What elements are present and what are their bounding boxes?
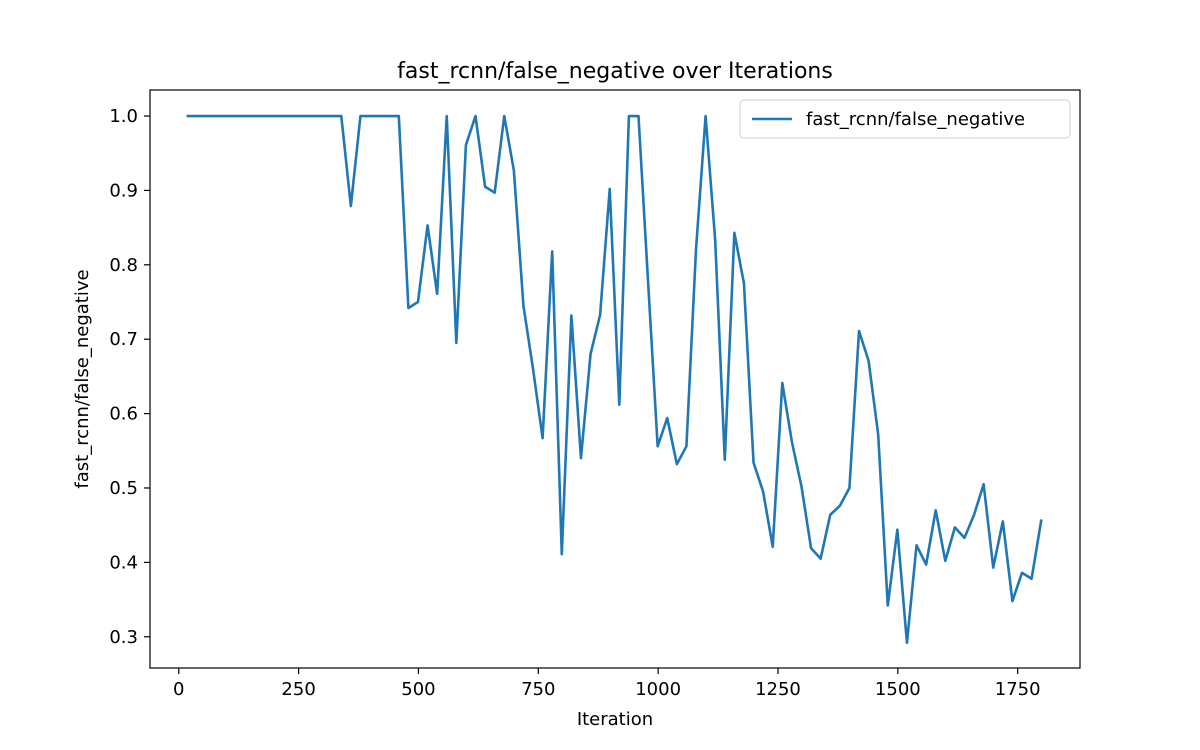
y-tick-label: 0.7 bbox=[109, 329, 138, 350]
x-axis-label: Iteration bbox=[577, 709, 653, 730]
x-tick-label: 250 bbox=[281, 679, 315, 700]
y-tick-label: 1.0 bbox=[109, 106, 138, 127]
y-axis-ticks: 0.3 0.4 0.5 0.6 0.7 0.8 0.9 1.0 bbox=[109, 106, 150, 648]
series-line-0 bbox=[186, 114, 1043, 645]
x-axis-ticks: 0 250 500 750 1000 1250 1500 1750 bbox=[173, 668, 1041, 700]
plot-area bbox=[150, 90, 1080, 668]
x-tick-label: 1250 bbox=[755, 679, 801, 700]
chart-title: fast_rcnn/false_negative over Iterations bbox=[397, 59, 833, 84]
x-tick-label: 500 bbox=[401, 679, 435, 700]
legend-entry-label: fast_rcnn/false_negative bbox=[806, 109, 1025, 130]
series-layer bbox=[186, 114, 1043, 645]
y-tick-label: 0.6 bbox=[109, 404, 138, 425]
y-tick-label: 0.5 bbox=[109, 478, 138, 499]
y-tick-label: 0.8 bbox=[109, 255, 138, 276]
x-tick-label: 1000 bbox=[635, 679, 681, 700]
y-tick-label: 0.9 bbox=[109, 180, 138, 201]
x-tick-label: 0 bbox=[173, 679, 184, 700]
legend: fast_rcnn/false_negative bbox=[739, 99, 1071, 139]
legend-box bbox=[739, 99, 1071, 139]
y-tick-label: 0.3 bbox=[109, 627, 138, 648]
x-tick-label: 750 bbox=[521, 679, 555, 700]
y-tick-label: 0.4 bbox=[109, 552, 138, 573]
plot-frame bbox=[149, 89, 1081, 669]
x-tick-label: 1750 bbox=[995, 679, 1041, 700]
x-tick-label: 1500 bbox=[875, 679, 921, 700]
y-axis-label: fast_rcnn/false_negative bbox=[72, 269, 93, 488]
